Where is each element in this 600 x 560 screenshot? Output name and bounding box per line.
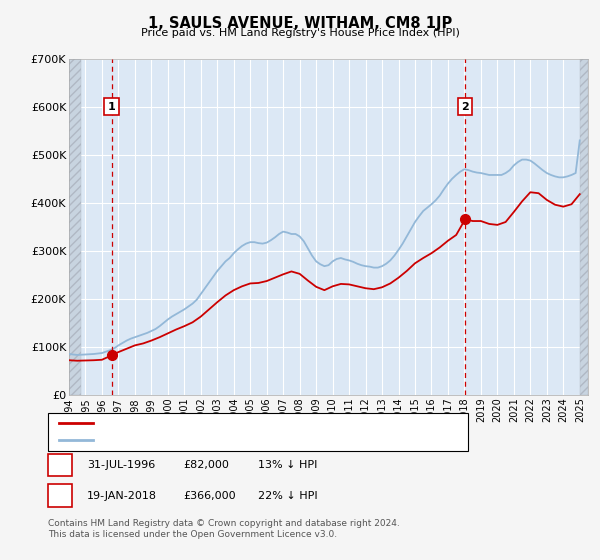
- Text: Price paid vs. HM Land Registry's House Price Index (HPI): Price paid vs. HM Land Registry's House …: [140, 28, 460, 38]
- Text: 1: 1: [56, 460, 64, 470]
- Text: 13% ↓ HPI: 13% ↓ HPI: [258, 460, 317, 470]
- Text: 2: 2: [461, 102, 469, 112]
- Text: 22% ↓ HPI: 22% ↓ HPI: [258, 491, 317, 501]
- Bar: [580, 59, 588, 395]
- Bar: [69, 59, 82, 395]
- Text: 19-JAN-2018: 19-JAN-2018: [87, 491, 157, 501]
- Text: £366,000: £366,000: [183, 491, 236, 501]
- Text: Contains HM Land Registry data © Crown copyright and database right 2024.
This d: Contains HM Land Registry data © Crown c…: [48, 520, 400, 539]
- Text: 2: 2: [56, 491, 64, 501]
- Text: £82,000: £82,000: [183, 460, 229, 470]
- Text: 1, SAULS AVENUE, WITHAM, CM8 1JP: 1, SAULS AVENUE, WITHAM, CM8 1JP: [148, 16, 452, 31]
- Text: 31-JUL-1996: 31-JUL-1996: [87, 460, 155, 470]
- Text: 1, SAULS AVENUE, WITHAM, CM8 1JP (detached house): 1, SAULS AVENUE, WITHAM, CM8 1JP (detach…: [99, 418, 367, 428]
- Text: HPI: Average price, detached house, Braintree: HPI: Average price, detached house, Brai…: [99, 435, 325, 445]
- Text: 1: 1: [107, 102, 115, 112]
